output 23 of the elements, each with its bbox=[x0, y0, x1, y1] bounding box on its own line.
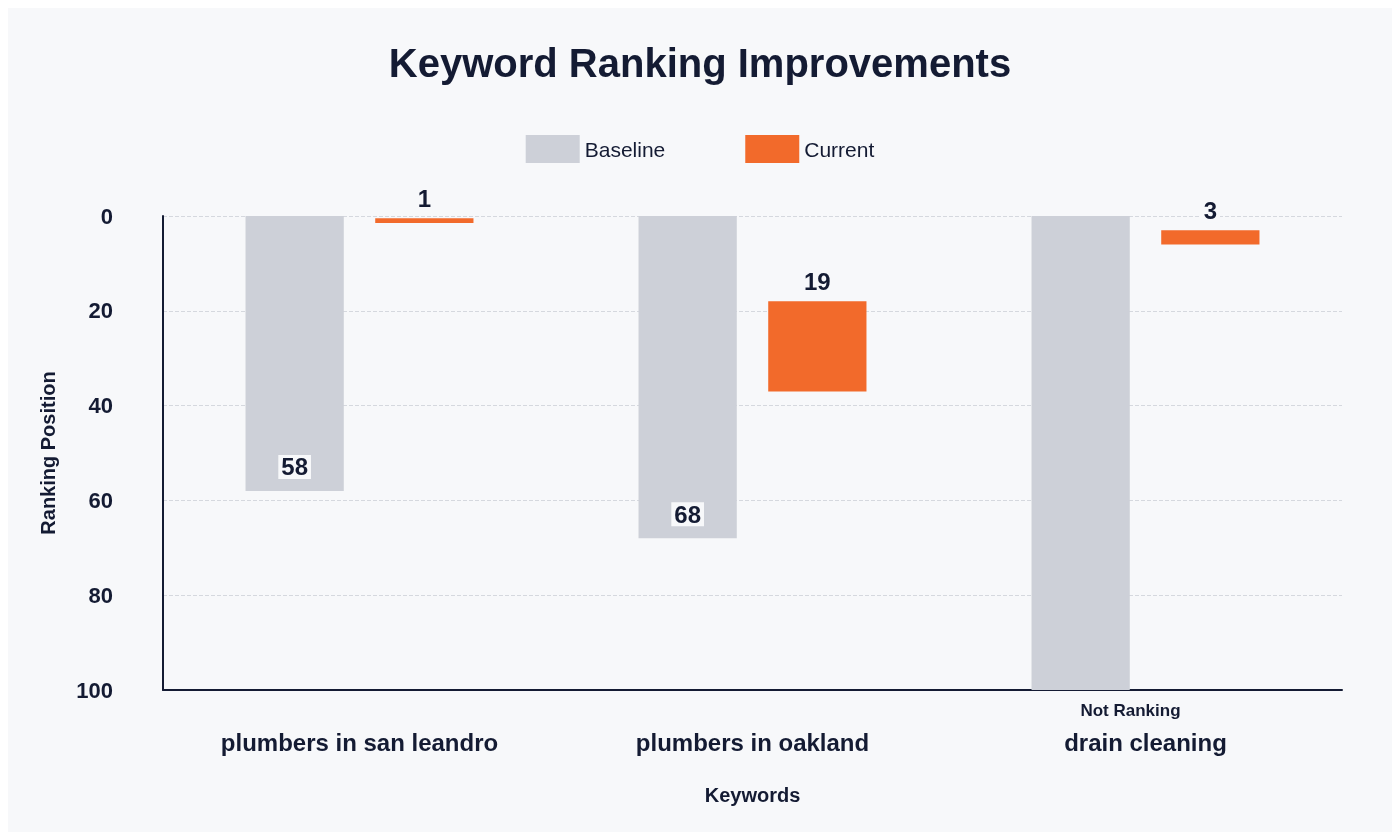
y-tick-label: 20 bbox=[88, 298, 113, 324]
data-label: 58 bbox=[281, 453, 309, 481]
bar bbox=[375, 218, 474, 224]
data-label: 19 bbox=[803, 267, 831, 295]
y-tick-label: 80 bbox=[88, 582, 113, 608]
x-tick-label: plumbers in oakland bbox=[635, 728, 870, 756]
x-tick-label: plumbers in san leandro bbox=[220, 728, 499, 756]
data-label: 68 bbox=[674, 500, 702, 528]
chart-title: Keyword Ranking Improvements bbox=[388, 41, 1012, 85]
y-tick-label: 100 bbox=[76, 677, 113, 703]
legend-label: Current bbox=[804, 137, 875, 161]
data-label: 3 bbox=[1203, 196, 1218, 224]
data-label: 1 bbox=[417, 184, 432, 212]
y-tick-label: 60 bbox=[88, 487, 113, 513]
legend-label: Baseline bbox=[584, 137, 666, 161]
y-tick-label: 0 bbox=[100, 203, 113, 229]
x-axis-title: Keywords bbox=[704, 784, 801, 806]
bar bbox=[1161, 230, 1260, 245]
bar bbox=[768, 301, 867, 392]
y-tick-label: 40 bbox=[88, 393, 113, 419]
y-axis-title: Ranking Position bbox=[37, 371, 59, 535]
x-tick-label: drain cleaning bbox=[1064, 728, 1227, 756]
text: Not Ranking bbox=[1080, 700, 1181, 720]
